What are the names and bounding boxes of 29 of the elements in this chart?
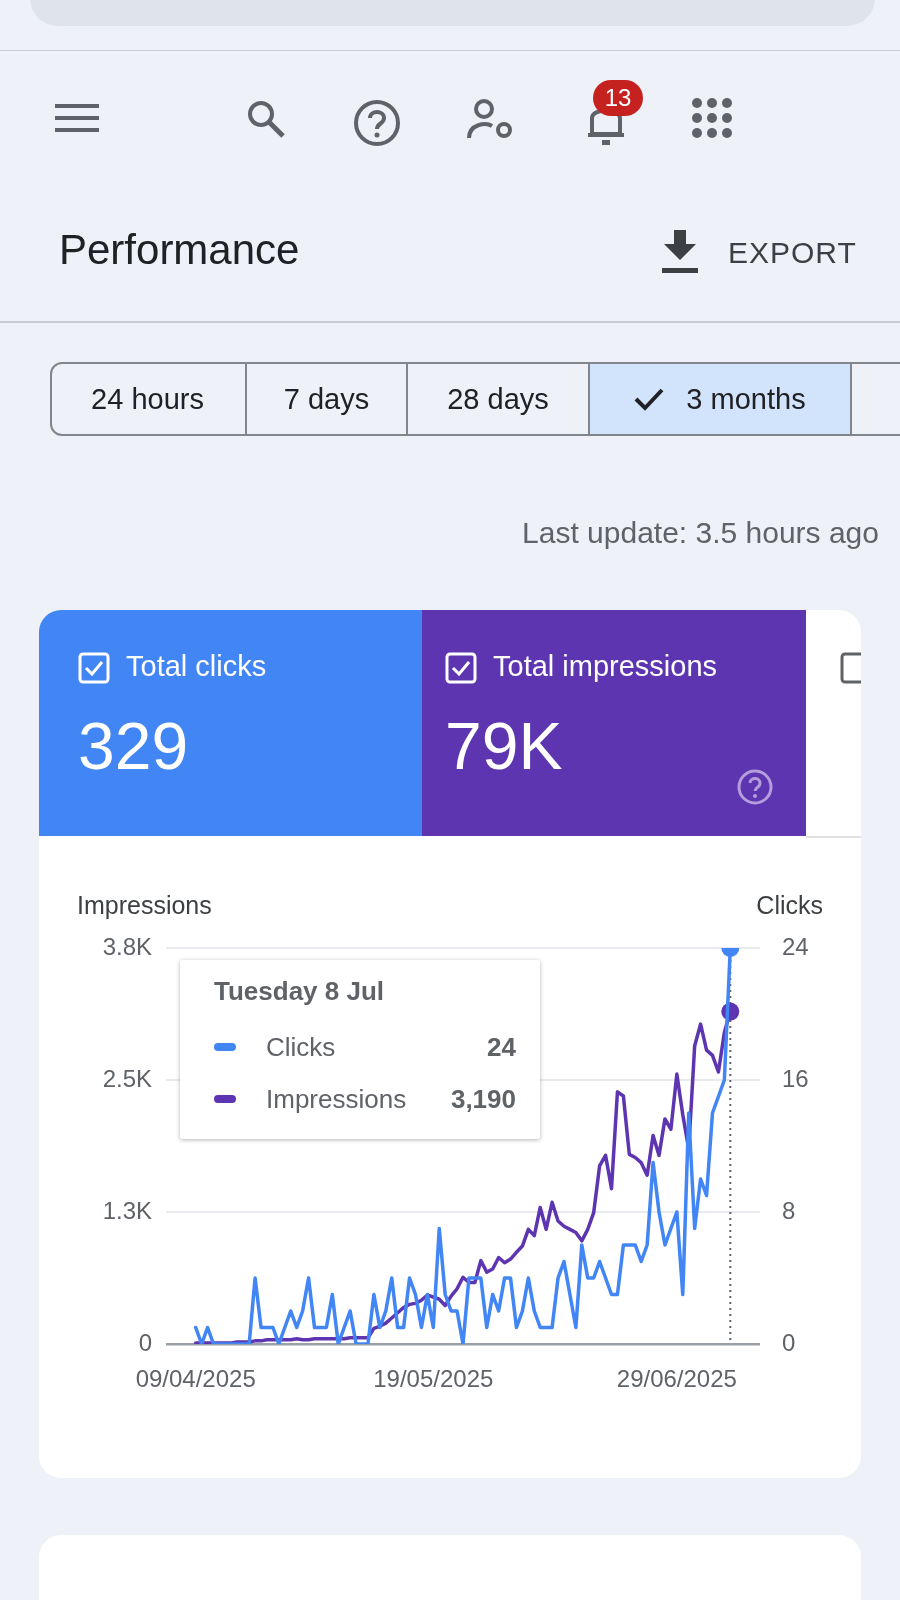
y2-axis-title: Clicks [756, 890, 823, 919]
y2-tick-label: 8 [782, 1196, 796, 1224]
legend-label: Clicks [266, 1031, 337, 1063]
y-tick-label: 2.5K [102, 1064, 152, 1092]
y-tick-label: 1.3K [102, 1196, 152, 1224]
text: 7 days [283, 382, 370, 416]
text: 329 [78, 708, 189, 784]
text: Total clicks [126, 650, 267, 683]
y2-tick-label: 0 [782, 1328, 796, 1356]
x-tick-label: 29/06/2025 [616, 1365, 737, 1393]
y2-tick-label: 24 [782, 932, 809, 960]
text: Performance [59, 226, 300, 274]
x-tick-label: 19/05/2025 [373, 1365, 494, 1393]
text: 24 hours [91, 382, 204, 416]
text: 79K [445, 708, 563, 784]
annotation: 3,190 [450, 1083, 516, 1115]
legend-label: Impressions [266, 1083, 408, 1115]
y2-tick-label: 16 [782, 1064, 809, 1092]
text: EXPORT [728, 236, 857, 270]
annotation: Tuesday 8 Jul [214, 976, 386, 1007]
y-tick-label: 3.8K [102, 932, 152, 960]
text: Last update: 3.5 hours ago [522, 516, 879, 550]
annotation: 24 [487, 1031, 516, 1063]
text: Total impressions [493, 650, 718, 683]
x-tick-label: 09/04/2025 [135, 1365, 256, 1393]
text: 13 [593, 80, 643, 116]
y-tick-label: 0 [138, 1328, 152, 1356]
y-axis-title: Impressions [77, 890, 212, 919]
text: 28 days [447, 382, 549, 416]
